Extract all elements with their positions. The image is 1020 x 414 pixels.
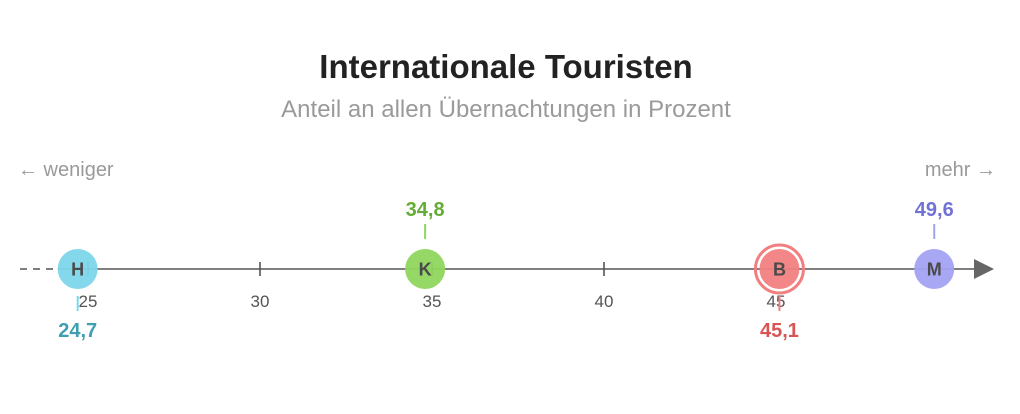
data-point-m: M 49,6 — [914, 199, 955, 289]
direction-less-label: ← weniger — [18, 159, 114, 181]
point-marker — [57, 249, 98, 289]
value-label: 45,1 — [760, 320, 799, 342]
point-marker — [759, 249, 800, 289]
tick-label: 45 — [767, 292, 786, 311]
data-point-b: B 45,1 — [753, 243, 805, 342]
value-label: 49,6 — [915, 199, 954, 221]
tick-label: 40 — [595, 292, 614, 311]
tick-label: 25 — [79, 292, 98, 311]
data-point-k: K 34,8 — [405, 199, 446, 289]
chart-title: Internationale Touristen — [319, 48, 693, 85]
value-label: 34,8 — [406, 199, 445, 221]
point-letter: K — [419, 260, 432, 280]
point-letter: H — [71, 260, 84, 280]
tick-label: 30 — [251, 292, 270, 311]
value-label: 24,7 — [58, 320, 97, 342]
data-point-h: H 24,7 — [57, 249, 98, 342]
tick-label: 35 — [423, 292, 442, 311]
axis-arrow-icon — [974, 259, 994, 279]
point-marker — [405, 249, 446, 289]
chart-subtitle: Anteil an allen Übernachtungen in Prozen… — [281, 96, 731, 123]
data-points: H 24,7 K 34,8 B 45,1 M 49,6 — [57, 199, 955, 342]
point-letter: B — [773, 260, 786, 280]
point-letter: M — [927, 260, 942, 280]
point-marker — [914, 249, 955, 289]
direction-more-label: mehr → — [924, 159, 996, 181]
highlight-ring — [753, 243, 805, 295]
